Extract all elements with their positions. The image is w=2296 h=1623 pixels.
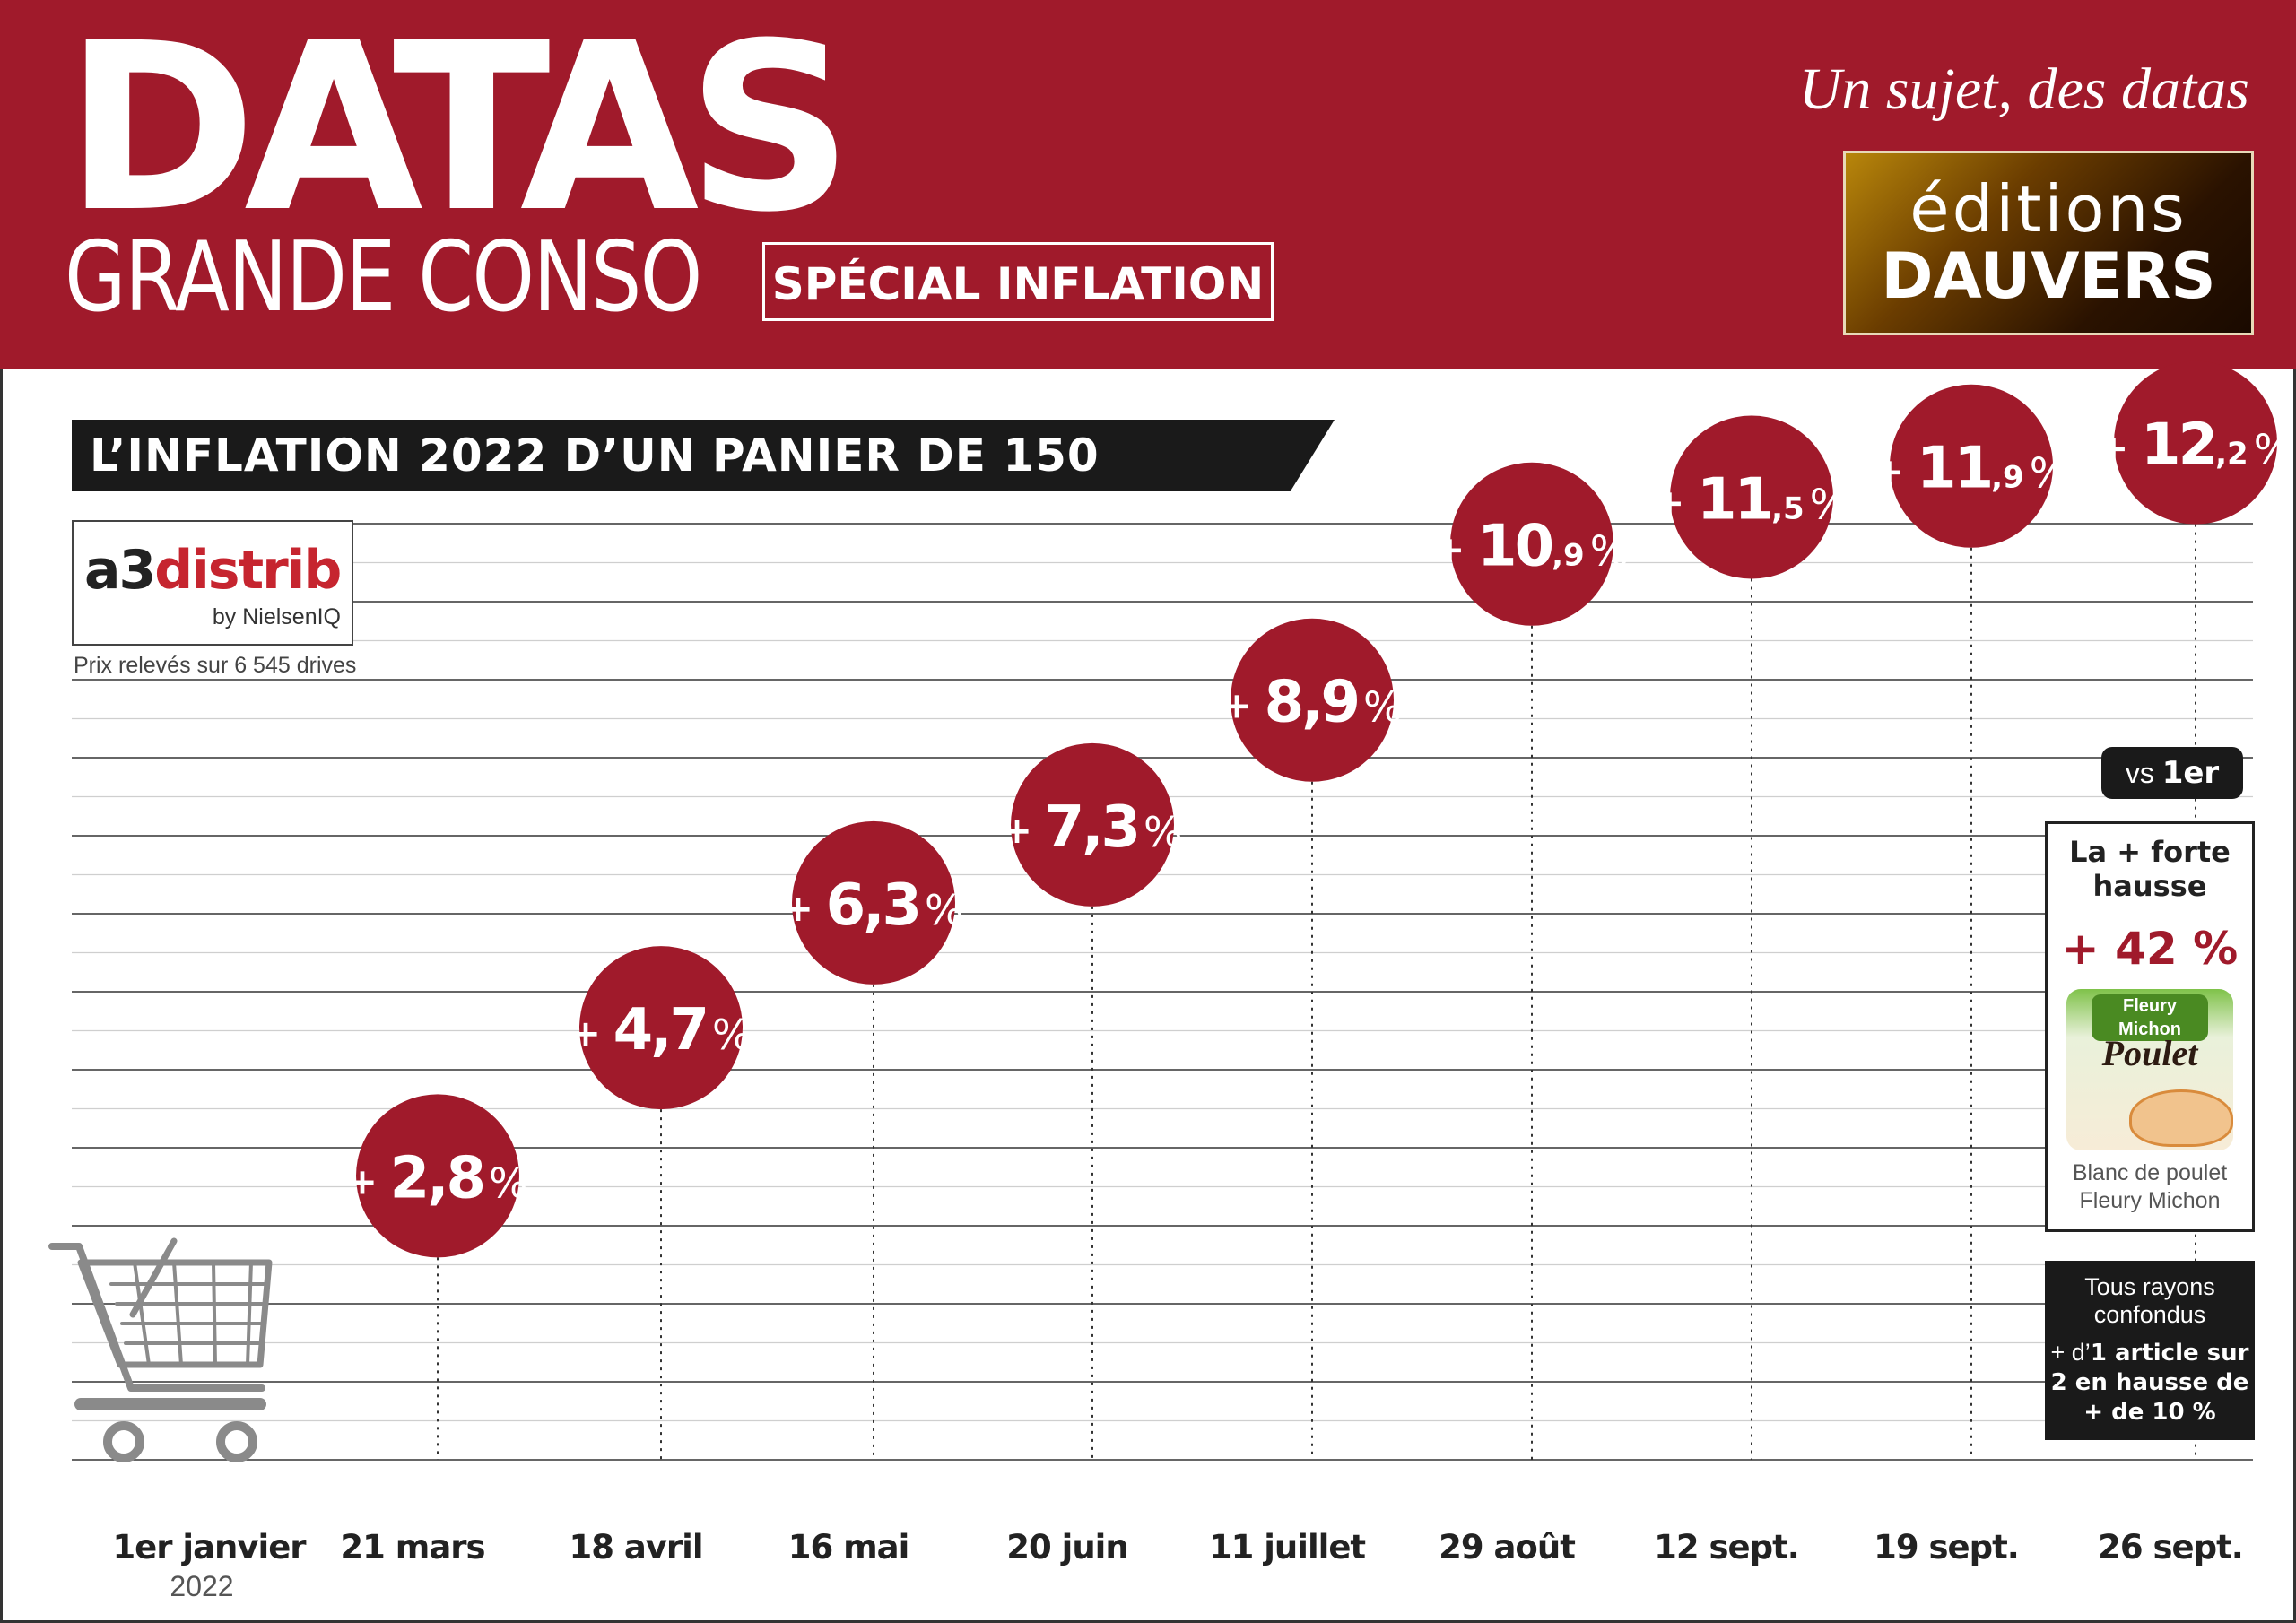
all-departments-text: + d’1 article sur 2 en hausse de + de 10…	[2045, 1338, 2255, 1427]
data-label: + 11,5%	[1655, 467, 1849, 534]
datas-title: DATAS	[65, 0, 853, 263]
data-point	[579, 946, 743, 1110]
x-tick-label: 29 août	[1439, 1528, 1575, 1567]
tagline: Un sujet, des datas	[1798, 56, 2249, 122]
strongest-increase-value: + 42 %	[2061, 923, 2239, 975]
data-label: + 12,2%	[2099, 412, 2293, 479]
data-point	[1450, 462, 1613, 626]
x-tick-label: 1er janvier	[112, 1528, 307, 1567]
strongest-increase-panel: La + forte hausse + 42 % Fleury Michon P…	[2045, 821, 2255, 1232]
product-image: Fleury Michon Poulet	[2066, 989, 2233, 1150]
x-tick-label: 12 sept.	[1654, 1528, 1799, 1567]
data-point	[2114, 360, 2277, 525]
product-brand: Fleury Michon	[2092, 994, 2208, 1041]
x-tick-label: 19 sept.	[1874, 1528, 2019, 1567]
product-name: Poulet	[2101, 1033, 2198, 1073]
data-point	[792, 820, 955, 985]
shopping-cart-icon	[48, 1237, 273, 1462]
chart-title-banner: L’INFLATION 2022 D’UN PANIER DE 150 “STA…	[72, 420, 1335, 491]
special-inflation-badge: SPÉCIAL INFLATION	[762, 242, 1274, 321]
x-tick-label: 26 sept.	[2098, 1528, 2243, 1567]
x-tick-label: 16 mai	[788, 1528, 909, 1567]
chart-frame	[0, 369, 2296, 1623]
source-note: Prix relevés sur 6 545 drives	[74, 653, 357, 678]
product-caption: Blanc de poulet Fleury Michon	[2072, 1160, 2228, 1213]
vs-tag-prefix: vs	[2125, 757, 2162, 789]
header-banner: DATAS GRANDE CONSO SPÉCIAL INFLATION Un …	[0, 0, 2296, 369]
data-label: + 6,3%	[783, 872, 964, 939]
data-point	[1231, 618, 1394, 782]
a3distrib-a3: a3	[84, 539, 156, 602]
data-label: + 10,9%	[1435, 514, 1630, 580]
data-label: + 4,7%	[570, 997, 752, 1063]
data-label: + 11,9%	[1874, 436, 2069, 502]
all-departments-box: Tous rayons confondus + d’1 article sur …	[2045, 1261, 2255, 1440]
data-label: + 2,8%	[347, 1145, 528, 1211]
all-departments-title: Tous rayons confondus	[2084, 1273, 2215, 1328]
a3distrib-logo: a3distrib by NielsenIQ	[72, 520, 353, 646]
publisher-logo: éditions DAUVERS	[1843, 151, 2254, 335]
a3distrib-byline: by NielsenIQ	[212, 604, 341, 629]
x-tick-label: 21 mars	[340, 1528, 484, 1567]
vs-first-january-tag: vs 1er jan	[2101, 747, 2243, 843]
data-point	[1670, 415, 1833, 579]
data-point	[1890, 384, 2053, 548]
data-point	[356, 1094, 519, 1258]
x-tick-label: 18 avril	[569, 1528, 702, 1567]
chicken-slice-icon	[2129, 1089, 2233, 1147]
all-departments-bold: 1 article sur 2 en hausse de + de 10 %	[2050, 1340, 2249, 1426]
strongest-increase-title: La + forte hausse	[2069, 835, 2231, 903]
x-tick-label: 20 juin	[1006, 1528, 1127, 1567]
x-tick-label: 11 juillet	[1209, 1528, 1366, 1567]
a3distrib-wordmark: a3distrib	[84, 539, 342, 602]
all-departments-prefix: + d’	[2050, 1339, 2091, 1366]
data-label: + 7,3%	[1002, 794, 1183, 861]
publisher-logo-bottom: DAUVERS	[1881, 239, 2216, 313]
data-label: + 8,9%	[1222, 670, 1403, 736]
grande-conso-subtitle: GRANDE CONSO	[65, 221, 702, 334]
x-tick-sublabel: 2022	[170, 1570, 233, 1602]
data-point	[1011, 742, 1174, 907]
a3distrib-distrib: distrib	[154, 539, 342, 602]
chart-title: L’INFLATION 2022 D’UN PANIER DE 150 “STA…	[90, 430, 1100, 482]
publisher-logo-top: éditions	[1909, 171, 2187, 247]
